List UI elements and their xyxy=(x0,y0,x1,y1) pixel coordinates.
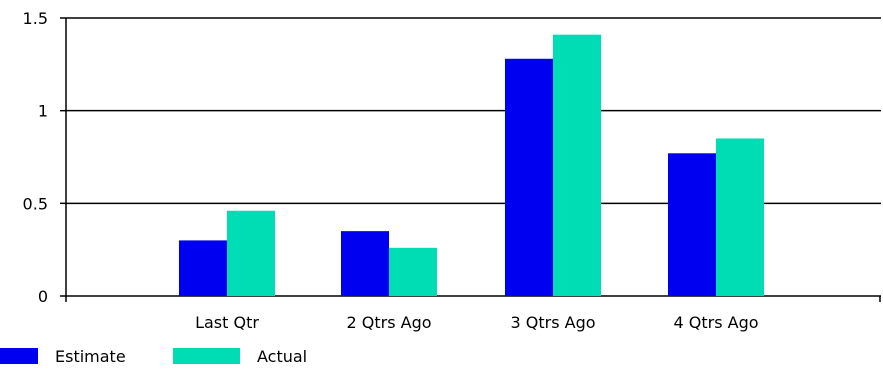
bar-actual-3 xyxy=(716,138,764,296)
category-label: Last Qtr xyxy=(195,313,259,332)
bar-actual-2 xyxy=(553,34,601,297)
bar-estimate-2 xyxy=(505,58,553,297)
bar-actual-0 xyxy=(227,210,275,296)
y-tick-label: 1 xyxy=(38,102,48,121)
legend: Estimate Actual xyxy=(0,347,307,366)
legend-label-estimate: Estimate xyxy=(55,347,126,366)
x-tick-labels: Last Qtr 2 Qtrs Ago 3 Qtrs Ago 4 Qtrs Ago xyxy=(195,313,758,332)
y-tick-label: 1.5 xyxy=(23,9,48,28)
legend-swatch-estimate xyxy=(0,348,38,364)
category-label: 4 Qtrs Ago xyxy=(673,313,758,332)
bar-estimate-1 xyxy=(341,231,389,296)
legend-swatch-actual xyxy=(173,348,240,364)
bar-estimate-0 xyxy=(179,240,227,296)
y-tick-label: 0 xyxy=(38,287,48,306)
y-tick-label: 0.5 xyxy=(23,194,48,213)
bars xyxy=(179,34,764,297)
bar-actual-1 xyxy=(389,247,437,296)
legend-label-actual: Actual xyxy=(257,347,307,366)
category-label: 3 Qtrs Ago xyxy=(510,313,595,332)
bar-estimate-3 xyxy=(668,153,716,296)
y-tick-labels: 0 0.5 1 1.5 xyxy=(23,9,66,306)
category-label: 2 Qtrs Ago xyxy=(346,313,431,332)
